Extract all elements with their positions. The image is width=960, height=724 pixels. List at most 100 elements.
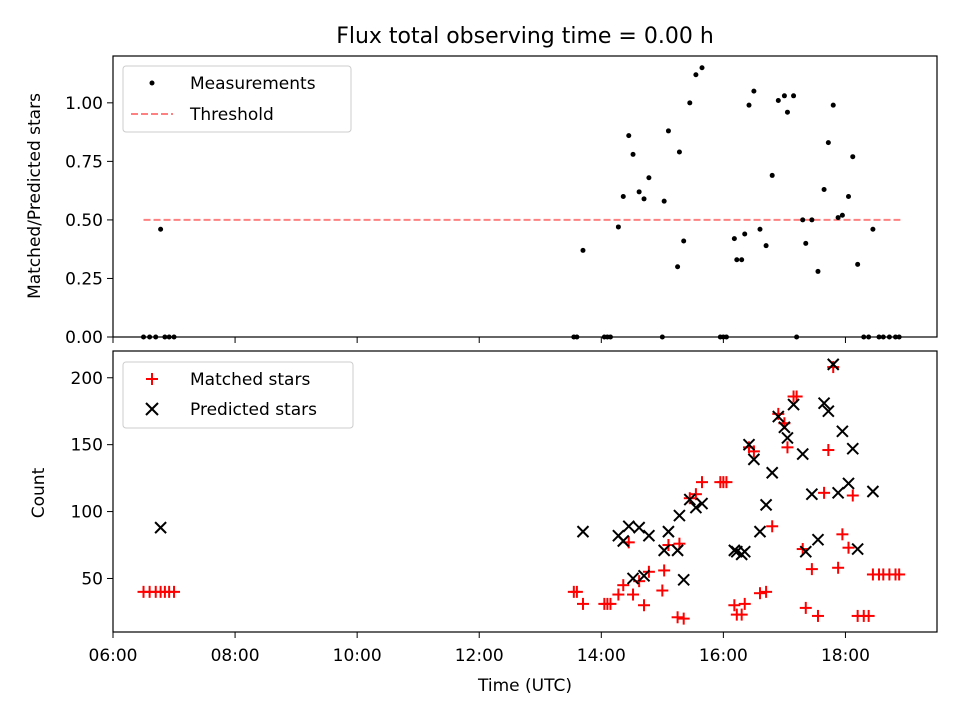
measurement-point	[839, 212, 845, 218]
matched-star-point	[627, 588, 640, 601]
top-axes-frame	[112, 55, 938, 338]
predicted-star-stroke-b	[642, 529, 656, 542]
predicted-star-stroke-b	[742, 438, 756, 451]
matched-star-point	[735, 608, 748, 621]
predicted-star-stroke-b	[772, 410, 785, 423]
measurement-point	[630, 151, 636, 157]
matched-star-point	[827, 361, 840, 374]
chart-title: Flux total observing time = 0.00 h	[336, 24, 714, 49]
measurement-point	[809, 217, 815, 223]
measurement-point	[580, 247, 586, 253]
top-ylabel: Matched/Predicted stars	[25, 93, 45, 299]
predicted-star-stroke-b	[695, 497, 709, 510]
bottom-plot-area: 50 100 150 200 06:00 08:00 10:00 12:00 14:00 16:0…	[71, 350, 938, 666]
predicted-star-stroke-b	[683, 493, 697, 506]
top-legend-box	[122, 65, 352, 133]
measurement-point	[659, 334, 665, 340]
measurement-point	[757, 226, 763, 232]
top-legend: Measurements Threshold	[122, 65, 352, 133]
predicted-star-point	[822, 405, 835, 418]
predicted-star-stroke-b	[154, 521, 167, 534]
matched-legend-marker	[146, 373, 158, 385]
measurement-point	[775, 97, 781, 103]
matched-star-point	[677, 612, 690, 625]
matched-star-point	[617, 579, 630, 592]
matched-star-point	[612, 588, 625, 601]
top-y-tick-label: 0.50	[65, 211, 103, 231]
measurement-point	[661, 198, 667, 204]
top-y-tick-label: 1.00	[65, 94, 103, 114]
measurement-point	[830, 102, 836, 108]
measurement-point	[850, 154, 856, 160]
predicted-star-point	[642, 529, 656, 542]
predicted-star-stroke-b	[759, 498, 773, 512]
predicted-star-point	[632, 521, 646, 534]
measurement-point	[739, 257, 745, 263]
predicted-star-point	[738, 545, 751, 558]
measurement-point	[574, 334, 580, 340]
predicted-star-stroke-b	[689, 501, 703, 514]
predicted-star-point	[851, 542, 864, 556]
measurement-point	[171, 334, 177, 340]
predicted-star-stroke-b	[851, 542, 864, 556]
bottom-x-tick-label: 18:00	[821, 646, 870, 666]
predicted-star-point	[677, 573, 690, 587]
predicted-star-stroke-b	[831, 486, 845, 500]
measurement-point	[815, 268, 821, 274]
measurement-point	[731, 236, 737, 242]
matched-star-point	[656, 584, 669, 597]
matched-star-point	[696, 476, 709, 489]
measurement-point	[158, 226, 164, 232]
bottom-x-tick-label: 10:00	[333, 646, 382, 666]
matched-star-point	[836, 528, 849, 541]
predicted-star-point	[836, 425, 849, 438]
predicted-star-stroke-b	[753, 525, 767, 538]
matched-star-point	[168, 585, 181, 598]
measurement-point	[723, 334, 729, 340]
predicted-star-stroke-b	[836, 425, 849, 438]
predicted-star-point	[811, 533, 825, 546]
predicted-legend-marker	[145, 402, 159, 416]
matched-star-point	[822, 444, 835, 457]
predicted-star-stroke-b	[827, 358, 840, 371]
measurement-point	[821, 186, 827, 192]
measurement-point	[845, 194, 851, 199]
top-y-tick-label: 0.25	[65, 269, 103, 289]
measurement-point	[880, 334, 886, 340]
matched-star-point	[747, 445, 760, 458]
predicted-star-point	[805, 487, 819, 501]
matched-star-point	[832, 561, 845, 574]
bottom-y-tick-label: 200	[71, 369, 103, 389]
predicted-star-point	[662, 525, 675, 538]
measurement-point	[641, 196, 647, 202]
matched-star-point	[811, 609, 824, 622]
predicted-star-point	[622, 520, 635, 533]
threshold-legend-label: Threshold	[189, 105, 274, 125]
top-panel: Matched/Predicted stars 0.00 0.25 0.50 0.75…	[25, 55, 938, 348]
predicted-star-stroke-b	[778, 421, 791, 434]
predicted-star-point	[831, 486, 845, 500]
matched-star-point	[805, 563, 818, 576]
bottom-x-tick-label: 08:00	[211, 646, 260, 666]
predicted-star-stroke-b	[842, 477, 855, 490]
predicted-star-point	[827, 358, 840, 371]
measurement-point	[166, 334, 172, 340]
bottom-xlabel: Time (UTC)	[477, 676, 572, 696]
predicted-star-stroke-b	[747, 453, 761, 466]
matched-star-point	[671, 611, 684, 624]
predicted-star-stroke-b	[662, 525, 675, 538]
matched-star-point	[846, 489, 859, 502]
measurement-point	[886, 334, 892, 340]
predicted-star-stroke-b	[738, 545, 751, 558]
predicted-star-point	[673, 509, 686, 522]
predicted-star-stroke-b	[811, 533, 825, 546]
measurement-point	[699, 65, 705, 71]
measurement-point	[835, 215, 841, 221]
predicted-star-point	[747, 453, 761, 466]
measurement-point	[162, 334, 168, 340]
bottom-y-tick-label: 50	[81, 569, 103, 589]
measurement-point	[681, 238, 687, 244]
measurement-point	[742, 231, 748, 237]
measurement-point	[769, 172, 775, 178]
measurements-legend-label: Measurements	[190, 74, 316, 94]
